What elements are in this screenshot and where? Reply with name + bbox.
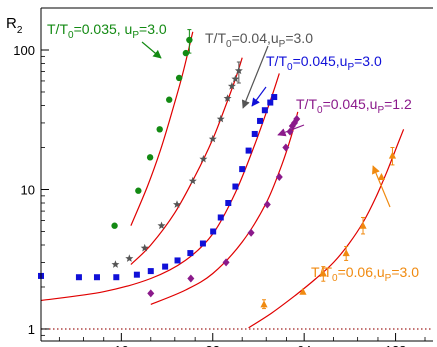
series-label-5: T/T0=0.06,uP=3.0 xyxy=(311,264,419,284)
data-point-series-3 xyxy=(162,263,169,270)
data-point-series-1 xyxy=(135,187,142,194)
data-point-series-3 xyxy=(245,147,252,154)
data-point-series-2 xyxy=(125,254,134,262)
series-label-2: T/T0=0.04,uP=3.0 xyxy=(205,30,313,50)
y-tick-label: 100 xyxy=(13,43,35,58)
data-point-series-1 xyxy=(111,222,118,229)
data-point-series-2 xyxy=(234,66,243,75)
data-point-series-4 xyxy=(247,228,255,237)
series-label-arrow-5 xyxy=(372,165,391,208)
data-point-series-3 xyxy=(210,228,217,235)
axes: 1 10 100 16 32 64 128 R2 xyxy=(6,7,433,347)
series-label-arrow-4 xyxy=(277,124,305,137)
x-tick-label: 64 xyxy=(297,343,311,347)
data-point-series-5 xyxy=(299,287,307,295)
x-tick-label: 128 xyxy=(385,343,407,347)
data-point-series-5 xyxy=(359,221,367,229)
data-point-series-3 xyxy=(271,94,278,101)
data-point-series-5 xyxy=(342,249,350,257)
data-point-series-2 xyxy=(223,94,232,102)
data-point-series-2 xyxy=(227,82,236,90)
series-label-arrow-2 xyxy=(241,45,269,109)
data-point-series-3 xyxy=(257,117,264,124)
data-point-series-3 xyxy=(174,257,181,264)
data-point-series-5 xyxy=(388,151,397,159)
data-point-series-4 xyxy=(187,274,195,283)
data-markers xyxy=(38,29,397,310)
data-point-series-2 xyxy=(208,134,217,143)
data-point-series-2 xyxy=(188,176,197,185)
fit-curve-series-5 xyxy=(248,129,405,329)
data-point-series-5 xyxy=(377,172,386,180)
data-point-series-3 xyxy=(187,250,194,257)
data-point-series-4 xyxy=(263,200,271,209)
annotations: T/T0=0.035, uP=3.0 T/T0=0.04,uP=3.0 T/T0=0… xyxy=(47,21,419,284)
data-point-series-3 xyxy=(147,268,154,275)
y-tick-label: 10 xyxy=(21,182,35,197)
data-point-series-3 xyxy=(199,240,206,247)
series-label-arrow-3 xyxy=(251,86,267,107)
fit-curve-series-1 xyxy=(130,31,194,226)
data-point-series-3 xyxy=(75,274,82,281)
fit-curves xyxy=(40,31,405,329)
data-point-series-3 xyxy=(232,183,239,190)
data-point-series-1 xyxy=(166,96,173,103)
series-label-3: T/T0=0.045,uP=3.0 xyxy=(266,53,382,73)
data-point-series-1 xyxy=(175,74,183,82)
data-point-series-1 xyxy=(186,36,193,44)
fit-curve-series-4 xyxy=(150,111,299,305)
data-point-series-3 xyxy=(261,107,268,114)
data-point-series-3 xyxy=(113,274,120,281)
data-point-series-3 xyxy=(225,200,232,207)
data-point-series-1 xyxy=(182,49,190,57)
data-point-series-3 xyxy=(251,130,258,137)
data-point-series-1 xyxy=(146,154,154,161)
data-point-series-2 xyxy=(216,114,225,123)
data-point-series-3 xyxy=(239,166,246,173)
fit-curve-series-2 xyxy=(130,57,243,265)
data-point-series-2 xyxy=(157,221,166,230)
data-point-series-2 xyxy=(231,74,240,83)
data-point-series-4 xyxy=(293,115,301,124)
data-point-series-3 xyxy=(93,274,100,281)
series-label-arrow-1 xyxy=(141,41,162,59)
data-point-series-4 xyxy=(282,143,290,152)
series-label-4: T/T0=0.045,uP=1.2 xyxy=(296,96,412,116)
data-point-series-5 xyxy=(319,269,327,277)
data-point-series-4 xyxy=(147,289,155,298)
data-point-series-2 xyxy=(199,154,208,163)
x-tick-label: 32 xyxy=(206,343,220,347)
data-point-series-2 xyxy=(173,200,181,208)
data-point-series-5 xyxy=(260,300,268,308)
y-axis-title: R2 xyxy=(6,15,23,36)
data-point-series-1 xyxy=(156,126,163,133)
data-point-series-4 xyxy=(275,172,283,181)
data-point-series-4 xyxy=(222,258,230,267)
x-tick-label: 16 xyxy=(114,343,128,347)
y-tick-label: 1 xyxy=(28,322,35,337)
data-point-series-2 xyxy=(140,243,149,252)
data-point-series-3 xyxy=(217,214,224,221)
data-point-series-2 xyxy=(111,260,120,268)
series-label-1: T/T0=0.035, uP=3.0 xyxy=(47,21,167,41)
data-point-series-3 xyxy=(133,271,140,278)
data-point-series-3 xyxy=(267,99,274,106)
